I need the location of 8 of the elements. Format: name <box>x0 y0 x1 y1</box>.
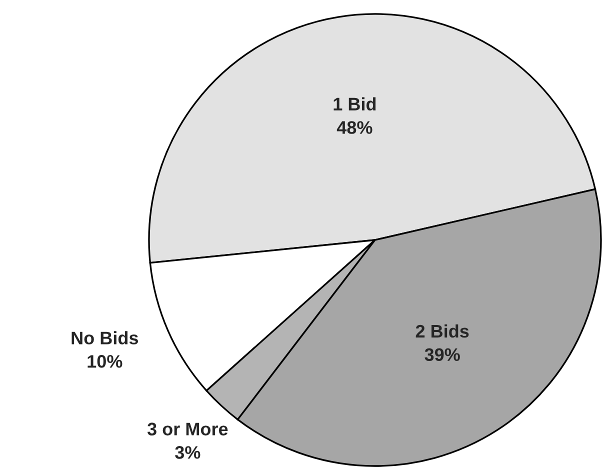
data-label: 39% <box>424 348 460 362</box>
slice-label: No Bids <box>72 331 138 344</box>
data-label: 3% <box>175 446 200 459</box>
slice-label: 2 Bids <box>416 324 469 338</box>
data-label: 10% <box>88 355 122 368</box>
slice-label: 3 or More <box>147 422 228 436</box>
slice-label: 1 Bid <box>334 97 376 111</box>
data-label: 48% <box>336 121 372 134</box>
